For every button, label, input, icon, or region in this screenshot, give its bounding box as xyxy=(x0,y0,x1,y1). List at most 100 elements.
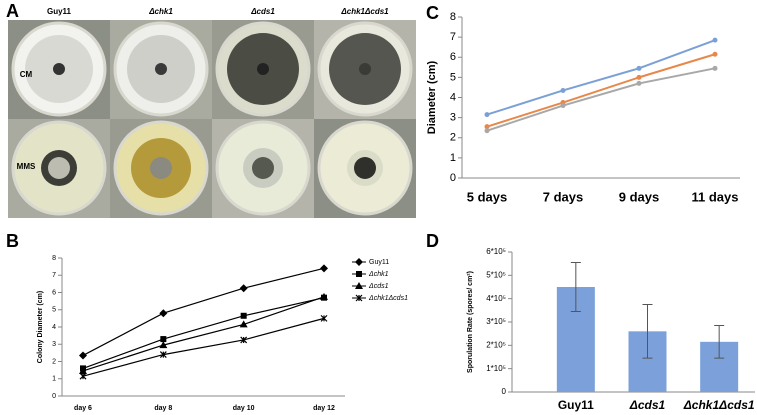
colony-center xyxy=(53,63,65,75)
panel-letter: D xyxy=(426,231,439,251)
error-bar xyxy=(714,325,725,359)
plate-photos xyxy=(8,20,416,218)
series-line xyxy=(486,39,716,116)
colony-center xyxy=(354,157,376,179)
y-tick-label: 6*10⁵ xyxy=(486,247,506,256)
series-line xyxy=(82,267,325,356)
point xyxy=(320,264,328,273)
x-tick-label: day 12 xyxy=(313,405,335,412)
y-tick-label: 6 xyxy=(450,51,456,63)
series-line xyxy=(486,67,716,132)
y-tick-label: 4*10⁵ xyxy=(486,294,506,303)
x-tick-label: Δchk1Δcds1 xyxy=(683,398,755,412)
y-tick-label: 3 xyxy=(52,341,56,348)
legend-marker xyxy=(355,294,363,302)
point xyxy=(160,336,167,343)
panel-letter: B xyxy=(6,231,19,251)
point xyxy=(320,292,328,300)
point xyxy=(239,320,248,328)
colony-center xyxy=(155,63,167,75)
y-tick-label: 8 xyxy=(450,11,456,23)
point xyxy=(159,341,168,349)
point xyxy=(159,309,168,318)
point xyxy=(636,74,642,80)
y-tick-label: 1 xyxy=(450,152,456,164)
colony-center xyxy=(257,63,269,75)
series-line xyxy=(82,296,325,372)
legend-marker xyxy=(356,271,362,277)
x-tick-label: 9 days xyxy=(619,189,659,204)
point xyxy=(560,103,566,109)
point xyxy=(240,336,248,344)
y-tick-label: 2 xyxy=(52,358,56,365)
point xyxy=(712,65,718,71)
y-axis-label: Colony Diameter (cm) xyxy=(37,291,44,363)
series-line xyxy=(82,297,325,369)
colony-center xyxy=(252,157,274,179)
y-tick-label: 3 xyxy=(450,112,456,124)
point xyxy=(79,351,87,360)
y-tick-label: 1*10⁵ xyxy=(486,364,506,373)
y-tick-label: 7 xyxy=(450,31,456,43)
point xyxy=(484,128,490,134)
y-tick-label: 7 xyxy=(52,272,56,279)
row-label: MMS xyxy=(17,162,36,171)
panel-letter: C xyxy=(426,3,439,23)
point xyxy=(240,312,247,319)
x-tick-label: Guy11 xyxy=(558,398,594,412)
y-axis-label: Sporulation Rate (spores/ cm²) xyxy=(467,271,474,373)
y-tick-label: 4 xyxy=(52,324,56,331)
x-tick-label: 7 days xyxy=(543,189,583,204)
series-line xyxy=(82,317,325,377)
legend-marker xyxy=(355,258,363,266)
point xyxy=(239,284,248,293)
point xyxy=(484,112,490,118)
legend-label: Δchk1 xyxy=(368,271,389,278)
y-tick-label: 0 xyxy=(450,172,456,184)
x-tick-label: 11 days xyxy=(692,189,739,204)
column-label: Guy11 xyxy=(47,7,72,16)
row-label: CM xyxy=(20,70,33,79)
point xyxy=(712,37,718,43)
error-bar xyxy=(642,304,653,359)
point xyxy=(712,51,718,57)
point xyxy=(484,124,490,130)
point xyxy=(320,314,328,322)
y-tick-label: 0 xyxy=(52,393,56,400)
y-tick-label: 2 xyxy=(450,132,456,144)
column-label: Δcds1 xyxy=(250,7,275,16)
y-tick-label: 0 xyxy=(502,387,507,396)
x-tick-label: day 8 xyxy=(154,405,172,412)
y-tick-label: 5 xyxy=(450,71,456,83)
x-tick-label: day 10 xyxy=(233,405,255,412)
colony-center xyxy=(359,63,371,75)
point xyxy=(159,351,167,359)
error-bar xyxy=(570,262,581,312)
y-tick-label: 5 xyxy=(52,307,56,314)
point xyxy=(636,80,642,86)
colony-center xyxy=(48,157,70,179)
panel-letter: A xyxy=(6,1,19,21)
x-tick-label: 5 days xyxy=(467,189,507,204)
x-tick-label: Δcds1 xyxy=(629,398,666,412)
colony-center xyxy=(150,157,172,179)
y-tick-label: 4 xyxy=(450,91,456,103)
point xyxy=(79,366,87,374)
legend-label: Δchk1Δcds1 xyxy=(368,295,408,302)
legend-label: Guy11 xyxy=(369,259,389,266)
y-tick-label: 6 xyxy=(52,289,56,296)
column-label: Δchk1 xyxy=(148,7,173,16)
y-tick-label: 8 xyxy=(52,255,56,262)
y-tick-label: 1 xyxy=(52,376,56,383)
y-tick-label: 5*10⁵ xyxy=(486,270,506,279)
series-line xyxy=(486,53,716,128)
point xyxy=(79,372,87,380)
y-tick-label: 2*10⁵ xyxy=(486,340,506,349)
y-tick-label: 3*10⁵ xyxy=(486,317,506,326)
y-axis-label: Diameter (cm) xyxy=(426,60,438,134)
point xyxy=(636,65,642,71)
x-tick-label: day 6 xyxy=(74,405,92,412)
legend-marker xyxy=(355,282,363,289)
legend-label: Δcds1 xyxy=(368,283,389,290)
